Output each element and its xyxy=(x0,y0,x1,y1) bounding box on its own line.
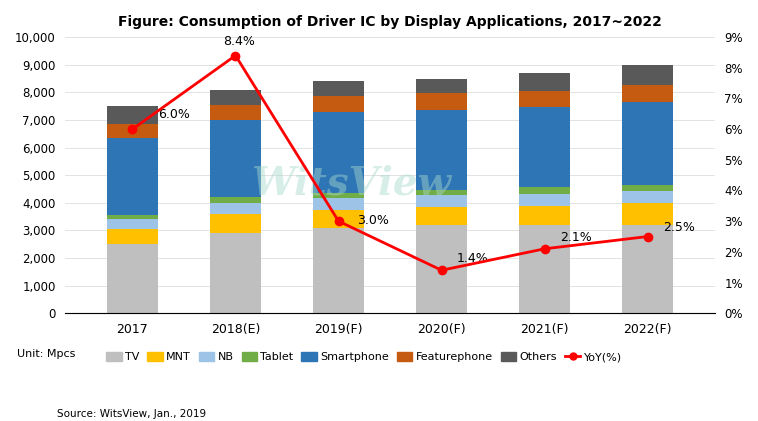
Bar xyxy=(210,197,262,203)
Bar xyxy=(210,233,262,313)
Text: 6.0%: 6.0% xyxy=(158,108,190,121)
Bar xyxy=(622,203,673,225)
Bar xyxy=(519,73,570,91)
YoY(%) xyxy=(334,218,343,224)
Bar xyxy=(210,203,262,214)
YoY(%) xyxy=(437,268,446,273)
YoY(%) xyxy=(128,127,137,132)
Bar xyxy=(519,107,570,187)
Bar xyxy=(107,229,158,244)
Text: Source: WitsView, Jan., 2019: Source: WitsView, Jan., 2019 xyxy=(57,409,206,419)
Bar xyxy=(622,102,673,184)
Bar xyxy=(313,112,365,192)
Bar xyxy=(313,198,365,210)
Bar xyxy=(519,91,570,107)
Bar xyxy=(622,225,673,313)
Bar xyxy=(313,228,365,313)
Bar xyxy=(313,96,365,112)
Text: 1.4%: 1.4% xyxy=(457,252,489,265)
Bar xyxy=(313,192,365,198)
YoY(%) xyxy=(540,246,550,251)
Bar xyxy=(416,93,468,110)
Bar xyxy=(416,79,468,93)
Bar xyxy=(622,191,673,203)
Bar xyxy=(210,120,262,197)
Text: 8.4%: 8.4% xyxy=(223,35,255,48)
Bar xyxy=(519,225,570,313)
Bar xyxy=(416,225,468,313)
Bar xyxy=(416,110,468,190)
Bar xyxy=(416,207,468,225)
Bar xyxy=(210,90,262,105)
Text: 2.5%: 2.5% xyxy=(663,221,695,234)
Title: Figure: Consumption of Driver IC by Display Applications, 2017~2022: Figure: Consumption of Driver IC by Disp… xyxy=(118,15,662,29)
Bar xyxy=(313,210,365,228)
Bar xyxy=(107,219,158,229)
Bar xyxy=(107,244,158,313)
Bar xyxy=(210,105,262,120)
YoY(%) xyxy=(643,234,652,239)
Bar xyxy=(107,106,158,124)
Bar xyxy=(107,124,158,138)
Bar xyxy=(107,215,158,219)
Bar xyxy=(519,187,570,194)
Bar xyxy=(416,195,468,207)
Bar xyxy=(313,81,365,96)
Line: YoY(%): YoY(%) xyxy=(128,51,652,274)
Text: 2.1%: 2.1% xyxy=(560,231,592,244)
Bar xyxy=(622,184,673,191)
Bar xyxy=(416,190,468,195)
Bar xyxy=(519,205,570,225)
Legend: TV, MNT, NB, Tablet, Smartphone, Featurephone, Others, YoY(%): TV, MNT, NB, Tablet, Smartphone, Feature… xyxy=(106,352,622,362)
Bar xyxy=(622,85,673,102)
Text: Unit: Mpcs: Unit: Mpcs xyxy=(17,349,75,359)
Bar xyxy=(622,65,673,85)
Bar xyxy=(210,214,262,233)
YoY(%) xyxy=(231,53,240,58)
Text: 3.0%: 3.0% xyxy=(357,213,389,226)
Bar xyxy=(107,138,158,215)
Bar xyxy=(519,194,570,205)
Text: WitsView: WitsView xyxy=(251,165,451,203)
